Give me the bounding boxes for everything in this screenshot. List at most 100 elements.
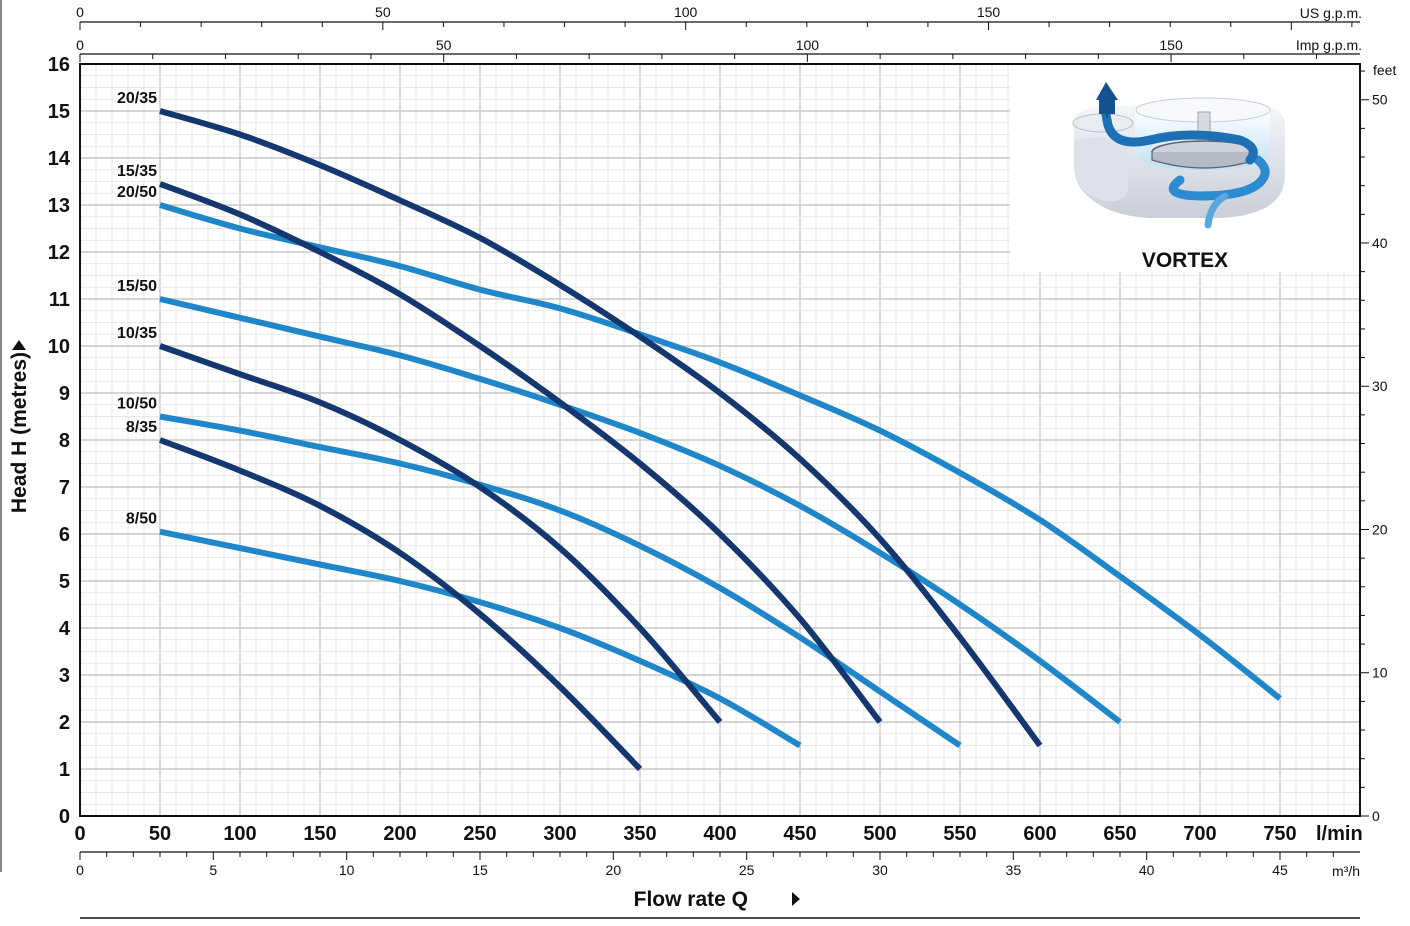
feet-tick-label: 20 <box>1372 521 1388 537</box>
us-gpm-tick-label: 100 <box>674 4 698 20</box>
vortex-tail-shape <box>1204 192 1229 229</box>
y-tick-label: 14 <box>48 148 71 170</box>
y-axis-arrow-icon <box>12 340 26 350</box>
x-tick-label: 250 <box>463 823 496 845</box>
y-tick-label: 12 <box>48 242 70 264</box>
m3h-tick-label: 25 <box>739 862 755 878</box>
curve-8-50 <box>159 528 802 749</box>
x-tick-label: 50 <box>149 823 171 845</box>
m3h-tick-label: 15 <box>472 862 488 878</box>
m3h-tick-label: 40 <box>1139 862 1155 878</box>
curve-label-15-50: 15/50 <box>117 278 157 295</box>
feet-axis-ticks: 0 10 20 30 40 50 <box>1360 70 1388 824</box>
us-gpm-tick-label: 50 <box>375 4 391 20</box>
imp-gpm-ticks: 0 50 100 150 <box>76 37 1318 62</box>
feet-tick-label: 40 <box>1372 235 1388 251</box>
curve-20-35 <box>159 108 1043 748</box>
x-unit-label: l/min <box>1316 823 1363 845</box>
curve-label-10-35: 10/35 <box>117 325 157 342</box>
x-tick-label: 400 <box>703 823 736 845</box>
us-gpm-unit-label: US g.p.m. <box>1300 5 1362 21</box>
vortex-swirl-lower-shape <box>1168 155 1270 201</box>
feet-unit-label: feet <box>1373 62 1396 78</box>
y-tick-label: 9 <box>59 383 70 405</box>
y-tick-label: 2 <box>59 712 70 734</box>
x-tick-label: 200 <box>383 823 416 845</box>
m3h-axis-ticks: 0 5 10 15 20 25 30 35 40 45 <box>76 852 1334 878</box>
imp-gpm-tick-label: 50 <box>436 37 452 53</box>
x-tick-label: 700 <box>1183 823 1216 845</box>
curves <box>158 108 1282 772</box>
y-tick-label: 3 <box>59 665 70 687</box>
x-tick-label: 350 <box>623 823 656 845</box>
curve-20-50 <box>159 202 1282 701</box>
y-tick-label: 7 <box>59 477 70 499</box>
y-tick-label: 6 <box>59 524 70 546</box>
us-gpm-tick-label: 0 <box>76 4 84 20</box>
feet-tick-label: 50 <box>1372 92 1388 108</box>
x-axis-ticks: 0 50 100 150 200 250 300 350 400 450 500 550 600 650 7… <box>74 823 1296 845</box>
x-axis-arrow-icon <box>792 892 800 906</box>
x-tick-label: 650 <box>1103 823 1136 845</box>
m3h-tick-label: 0 <box>76 862 84 878</box>
vortex-inset: VORTEX <box>1010 64 1360 272</box>
curve-10-35 <box>159 343 723 724</box>
x-tick-label: 150 <box>303 823 336 845</box>
y-tick-label: 4 <box>59 618 71 640</box>
feet-tick-label: 10 <box>1372 665 1388 681</box>
curve-label-8-35: 8/35 <box>126 419 157 436</box>
x-axis-title-group: Flow rate Q <box>634 888 800 911</box>
m3h-tick-label: 30 <box>872 862 888 878</box>
y-tick-label: 0 <box>59 806 70 828</box>
outflow-arrow-stem-shape <box>1099 98 1115 114</box>
curve-10-50 <box>159 413 962 748</box>
curve-15-50 <box>159 296 1122 725</box>
imp-gpm-unit-label: Imp g.p.m. <box>1296 37 1362 53</box>
top-axes: 0 50 100 150 US g.p.m. 0 50 100 150 Imp g.p.m. <box>76 4 1362 62</box>
y-axis-title-group: Head H (metres) <box>8 340 31 513</box>
curve-label-15-35: 15/35 <box>117 163 157 180</box>
y-tick-label: 13 <box>48 195 70 217</box>
x-axis-title: Flow rate Q <box>634 888 748 911</box>
feet-tick-label: 0 <box>1372 808 1380 824</box>
y-tick-label: 15 <box>48 101 70 123</box>
curve-label-20-50: 20/50 <box>117 184 157 201</box>
y-tick-label: 8 <box>59 430 70 452</box>
y-tick-label: 1 <box>59 759 70 781</box>
pump-outlet-shape <box>1074 137 1128 202</box>
curve-8-35 <box>158 437 643 772</box>
plot-border <box>79 63 1361 817</box>
imp-gpm-tick-label: 150 <box>1159 37 1183 53</box>
curve-15-35 <box>158 181 883 724</box>
curve-label-8-50: 8/50 <box>126 511 157 528</box>
x-tick-label: 100 <box>223 823 256 845</box>
y-tick-label: 11 <box>49 289 70 311</box>
m3h-tick-label: 35 <box>1006 862 1022 878</box>
m3h-unit-label: m³/h <box>1332 863 1360 879</box>
y-axis-title: Head H (metres) <box>8 352 31 513</box>
x-tick-label: 550 <box>943 823 976 845</box>
m3h-tick-label: 45 <box>1272 862 1288 878</box>
imp-gpm-tick-label: 100 <box>796 37 820 53</box>
x-tick-label: 600 <box>1023 823 1056 845</box>
vortex-swirl-upper-shape <box>1101 110 1258 165</box>
m3h-tick-label: 5 <box>209 862 217 878</box>
y-tick-label: 5 <box>59 571 70 593</box>
us-gpm-tick-label: 150 <box>977 4 1001 20</box>
m3h-tick-label: 10 <box>339 862 355 878</box>
x-tick-label: 300 <box>543 823 576 845</box>
us-gpm-ticks: 0 50 100 150 <box>76 4 1353 30</box>
x-tick-label: 450 <box>783 823 816 845</box>
y-tick-label: 10 <box>48 336 70 358</box>
curve-labels: 20/35 15/35 20/50 15/50 10/35 10/50 8/35 8/50 <box>117 90 157 528</box>
x-tick-label: 750 <box>1263 823 1296 845</box>
x-tick-label: 500 <box>863 823 896 845</box>
vortex-impeller-illustration <box>1072 82 1285 229</box>
x-tick-label: 0 <box>74 823 85 845</box>
y-tick-label: 16 <box>48 54 70 76</box>
curve-label-20-35: 20/35 <box>117 90 157 107</box>
imp-gpm-tick-label: 0 <box>76 37 84 53</box>
curve-label-10-50: 10/50 <box>117 396 157 413</box>
